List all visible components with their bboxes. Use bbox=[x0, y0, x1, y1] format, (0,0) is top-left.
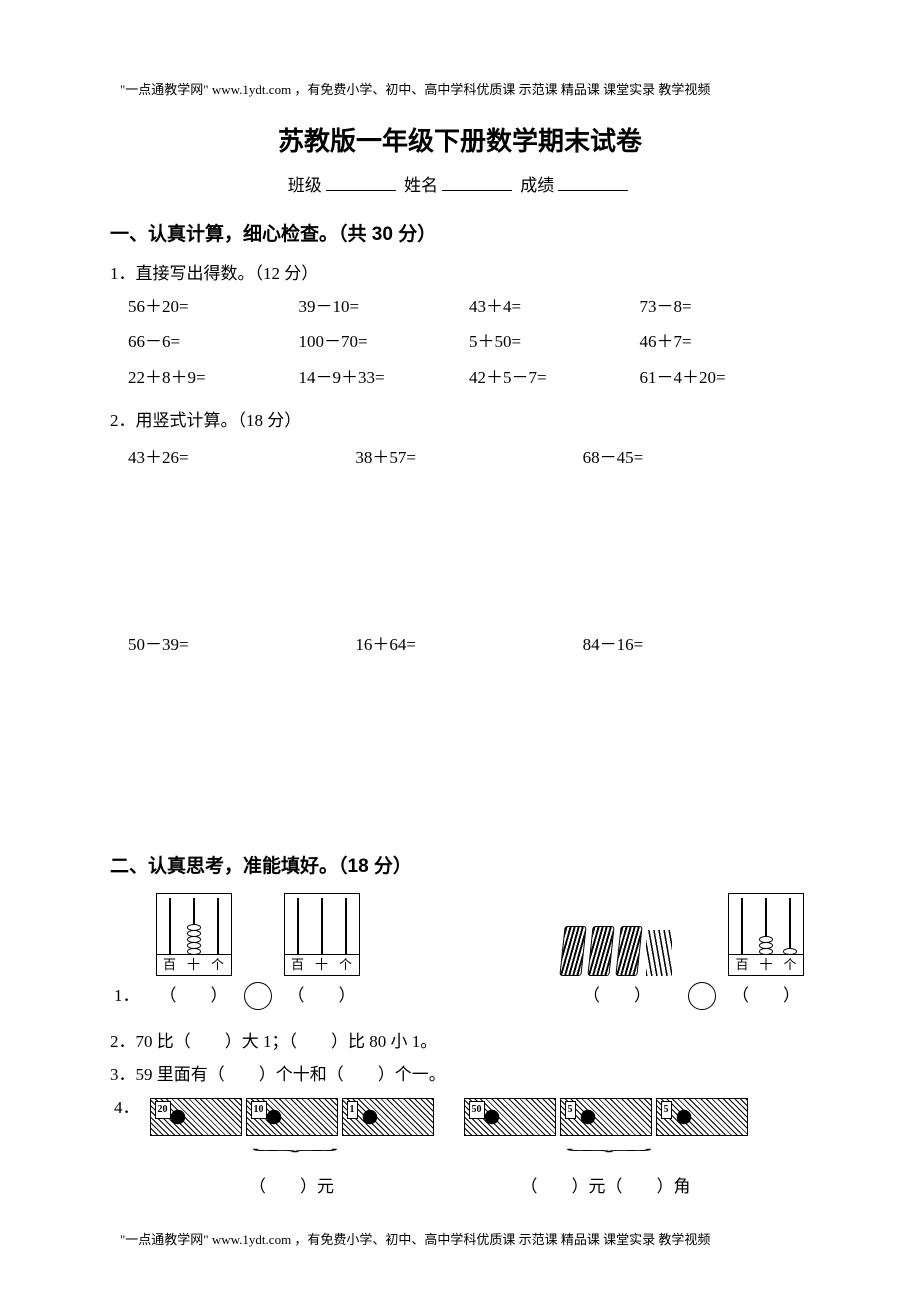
place-hundred: 百 bbox=[291, 955, 305, 976]
calc-item: 14－9＋33= bbox=[299, 364, 470, 391]
calc-item: 38＋57= bbox=[355, 444, 582, 471]
calc-item: 61－4＋20= bbox=[640, 364, 811, 391]
bundle-icon bbox=[587, 926, 614, 976]
class-label: 班级 bbox=[288, 176, 322, 195]
sticks-icon bbox=[646, 930, 672, 976]
paren-blank[interactable]: （ ） bbox=[288, 982, 356, 1009]
bill-icon: 50 bbox=[464, 1098, 556, 1136]
score-blank[interactable] bbox=[558, 174, 628, 191]
bill-icon: 5 bbox=[560, 1098, 652, 1136]
calc-item: 39－10= bbox=[299, 293, 470, 320]
place-one: 个 bbox=[783, 955, 797, 976]
info-line: 班级 姓名 成绩 bbox=[110, 172, 810, 199]
class-blank[interactable] bbox=[326, 174, 396, 191]
bill-icon: 20 bbox=[150, 1098, 242, 1136]
bill-denom: 1 bbox=[347, 1101, 358, 1119]
abacus-1: 百 十 个 （ ） bbox=[156, 893, 232, 1010]
s2-q2: 2．70 比（ ）大 1；（ ）比 80 小 1。 bbox=[110, 1028, 810, 1055]
bill-denom: 5 bbox=[661, 1101, 672, 1119]
page-title: 苏教版一年级下册数学期末试卷 bbox=[110, 121, 810, 163]
compare-circle[interactable] bbox=[244, 982, 272, 1010]
bill-denom: 20 bbox=[155, 1101, 171, 1119]
q2-grid: 43＋26= 38＋57= 68－45= 50－39= 16＋64= 84－16… bbox=[128, 444, 810, 658]
calc-item: 84－16= bbox=[583, 631, 810, 658]
name-label: 姓名 bbox=[404, 176, 438, 195]
brace-icon: ︸ bbox=[565, 1145, 645, 1166]
s2-q1-row: 1． 百 十 个 （ ） 百 十 个 （ ） （ ） 百 bbox=[110, 893, 810, 1010]
bundle-icon bbox=[615, 926, 642, 976]
calc-item: 42＋5－7= bbox=[469, 364, 640, 391]
place-ten: 十 bbox=[315, 955, 329, 976]
calc-item: 100－70= bbox=[299, 328, 470, 355]
section1-heading: 一、认真计算，细心检查。（共 30 分） bbox=[110, 220, 810, 250]
place-one: 个 bbox=[339, 955, 353, 976]
bill-icon: 5 bbox=[656, 1098, 748, 1136]
compare-circle[interactable] bbox=[688, 982, 716, 1010]
paren-blank[interactable]: （ ） bbox=[583, 982, 651, 1009]
paren-blank[interactable]: （ ） bbox=[732, 982, 800, 1009]
bill-denom: 10 bbox=[251, 1101, 267, 1119]
place-one: 个 bbox=[211, 955, 225, 976]
bill-icon: 1 bbox=[342, 1098, 434, 1136]
s2-q3: 3．59 里面有（ ）个十和（ ）个一。 bbox=[110, 1061, 810, 1088]
money-right-label[interactable]: （ ）元（ ）角 bbox=[521, 1173, 691, 1200]
calc-item: 56＋20= bbox=[128, 293, 299, 320]
money-group-left: 20 10 1 ︸ （ ）元 bbox=[150, 1098, 434, 1200]
calc-item: 22＋8＋9= bbox=[128, 364, 299, 391]
s2-q4: 4． 20 10 1 ︸ （ ）元 50 5 5 ︸ （ ）元（ ）角 bbox=[110, 1094, 810, 1200]
score-label: 成绩 bbox=[520, 176, 554, 195]
place-ten: 十 bbox=[759, 955, 773, 976]
bill-denom: 5 bbox=[565, 1101, 576, 1119]
q1-label: 1．直接写出得数。（12 分） bbox=[110, 260, 810, 287]
calc-item: 43＋26= bbox=[128, 444, 355, 471]
calc-item: 73－8= bbox=[640, 293, 811, 320]
bill-icon: 10 bbox=[246, 1098, 338, 1136]
calc-item: 66－6= bbox=[128, 328, 299, 355]
calc-item: 43＋4= bbox=[469, 293, 640, 320]
calc-item: 5＋50= bbox=[469, 328, 640, 355]
abacus-2: 百 十 个 （ ） bbox=[284, 893, 360, 1010]
bundle-icon bbox=[559, 926, 586, 976]
q1-num: 1． bbox=[114, 982, 140, 1009]
name-blank[interactable] bbox=[442, 174, 512, 191]
calc-item: 46＋7= bbox=[640, 328, 811, 355]
calc-item: 68－45= bbox=[583, 444, 810, 471]
section2-heading: 二、认真思考，准能填好。（18 分） bbox=[110, 852, 810, 882]
brace-icon: ︸ bbox=[251, 1145, 331, 1166]
bill-denom: 50 bbox=[469, 1101, 485, 1119]
place-hundred: 百 bbox=[163, 955, 177, 976]
calc-item: 16＋64= bbox=[355, 631, 582, 658]
counting-sticks: （ ） bbox=[552, 926, 682, 1009]
place-hundred: 百 bbox=[735, 955, 749, 976]
money-group-right: 50 5 5 ︸ （ ）元（ ）角 bbox=[464, 1098, 748, 1200]
place-ten: 十 bbox=[187, 955, 201, 976]
paren-blank[interactable]: （ ） bbox=[160, 982, 228, 1009]
q2-label: 2．用竖式计算。（18 分） bbox=[110, 407, 810, 434]
calc-item: 50－39= bbox=[128, 631, 355, 658]
header-note: "一点通教学网" www.1ydt.com ，有免费小学、初中、高中学科优质课 … bbox=[110, 80, 810, 101]
money-left-label[interactable]: （ ）元 bbox=[249, 1173, 334, 1200]
footer-note: "一点通教学网" www.1ydt.com ，有免费小学、初中、高中学科优质课 … bbox=[110, 1230, 810, 1251]
q4-num: 4． bbox=[114, 1094, 140, 1121]
abacus-3: 百 十 个 （ ） bbox=[728, 893, 804, 1010]
q1-grid: 56＋20= 39－10= 43＋4= 73－8= 66－6= 100－70= … bbox=[128, 293, 810, 391]
